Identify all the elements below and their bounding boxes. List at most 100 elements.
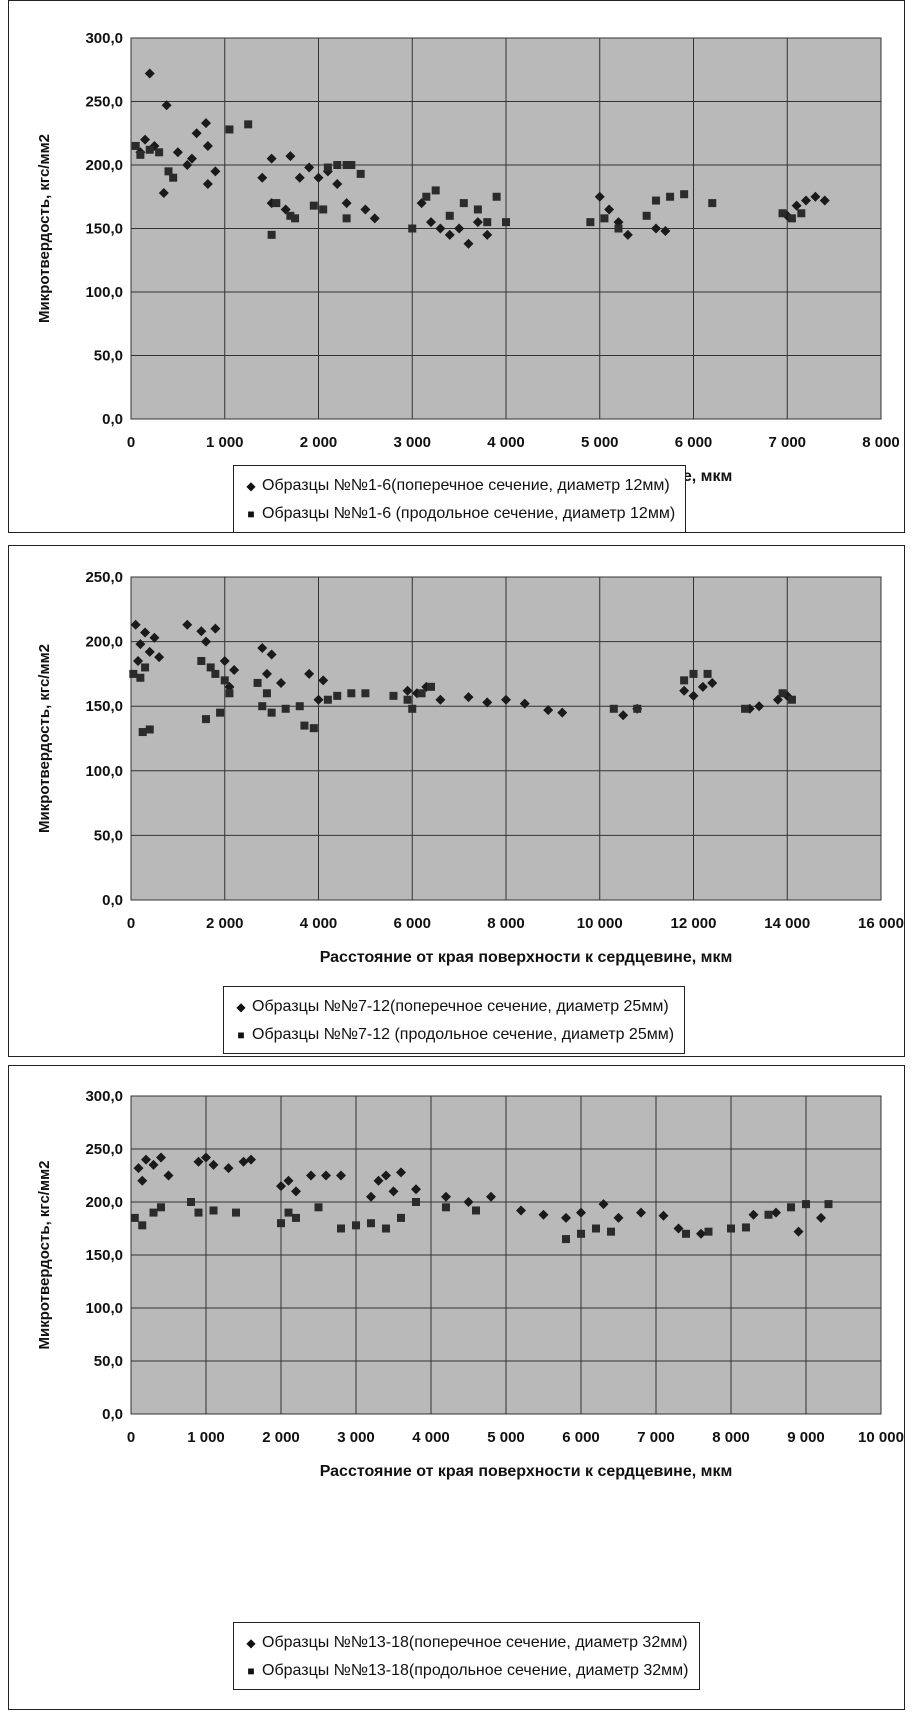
- data-point-diamond: [313, 172, 324, 183]
- data-point-square: [652, 196, 660, 205]
- data-point-square: [442, 1203, 450, 1212]
- data-point-diamond: [696, 1228, 706, 1239]
- data-point-square: [309, 201, 318, 210]
- data-point-diamond: [133, 655, 144, 666]
- data-point-square: [778, 209, 787, 218]
- data-point-square: [202, 715, 210, 724]
- chart-panel-3: 0 1 000 2 000 3 000 4 000 5 000 6 000 7 000 8 00…: [8, 1065, 905, 1710]
- data-point-diamond: [396, 1167, 406, 1178]
- data-point-diamond: [191, 128, 202, 139]
- x-tick-label: 1 000: [187, 1429, 225, 1446]
- data-point-square: [397, 1213, 405, 1222]
- data-point-diamond: [318, 675, 329, 686]
- data-point-diamond: [144, 68, 155, 79]
- data-point-diamond: [426, 217, 436, 228]
- data-point-diamond: [276, 677, 286, 688]
- data-point-diamond: [688, 690, 699, 701]
- data-point-square: [131, 141, 140, 150]
- data-point-square: [295, 702, 304, 711]
- data-point-diamond: [538, 1209, 549, 1220]
- data-point-diamond: [613, 1212, 624, 1223]
- data-point-square: [220, 676, 229, 685]
- data-point-square: [492, 192, 501, 201]
- data-point-square: [169, 173, 178, 182]
- y-tick-label: 0,0: [102, 1406, 123, 1423]
- data-point-diamond: [182, 619, 193, 630]
- chart-3-legend: Образцы №№13-18(поперечное сечение, диам…: [233, 1622, 700, 1690]
- square-marker-icon: [234, 1021, 248, 1049]
- chart-2-legend-entry-1: Образцы №№7-12(поперечное сечение, диаме…: [234, 993, 674, 1021]
- data-point-diamond: [158, 187, 169, 198]
- data-point-diamond: [186, 153, 197, 164]
- data-point-square: [459, 199, 468, 208]
- data-point-diamond: [441, 1191, 451, 1202]
- data-point-square: [412, 1198, 420, 1206]
- data-point-square: [281, 704, 290, 713]
- data-point-diamond: [772, 694, 783, 705]
- data-point-diamond: [210, 623, 221, 634]
- data-point-diamond: [285, 151, 296, 162]
- data-point-square: [309, 724, 318, 733]
- data-point-diamond: [266, 649, 277, 660]
- y-tick-label: 300,0: [85, 30, 123, 47]
- y-tick-label: 50,0: [94, 1353, 123, 1370]
- data-point-diamond: [223, 1163, 234, 1174]
- data-point-square: [680, 190, 689, 199]
- data-point-diamond: [135, 639, 146, 650]
- data-point-square: [209, 1206, 218, 1215]
- y-tick-label: 250,0: [85, 569, 123, 586]
- data-point-diamond: [402, 685, 413, 696]
- data-point-diamond: [321, 1170, 331, 1181]
- data-point-diamond: [486, 1191, 496, 1202]
- data-point-diamond: [679, 685, 690, 696]
- data-point-square: [472, 1206, 480, 1215]
- x-tick-label: 0: [127, 915, 135, 932]
- data-point-square: [764, 1210, 773, 1219]
- data-point-diamond: [501, 694, 511, 705]
- data-point-square: [194, 1208, 203, 1217]
- chart-2-svg: 0 2 000 4 000 6 000 8 000 10 000 12 000 14 000 1…: [36, 569, 904, 966]
- data-point-square: [473, 205, 482, 214]
- data-point-square: [197, 656, 206, 665]
- data-point-diamond: [304, 668, 315, 679]
- data-point-diamond: [598, 1199, 609, 1210]
- chart-1-legend: Образцы №№1-6(поперечное сечение, диамет…: [233, 465, 687, 533]
- data-point-diamond: [313, 694, 324, 705]
- data-point-square: [592, 1224, 600, 1233]
- data-point-diamond: [141, 1154, 151, 1165]
- data-point-diamond: [201, 636, 211, 647]
- data-point-diamond: [463, 1197, 474, 1207]
- data-point-square: [267, 708, 276, 717]
- data-point-diamond: [791, 200, 802, 211]
- data-point-square: [742, 1223, 750, 1232]
- series-2: [131, 120, 806, 239]
- y-tick-label: 150,0: [85, 1247, 123, 1264]
- data-point-diamond: [748, 1209, 759, 1220]
- data-point-square: [680, 676, 689, 685]
- data-point-diamond: [576, 1207, 586, 1218]
- data-point-diamond: [793, 1226, 804, 1237]
- data-point-diamond: [636, 1207, 646, 1218]
- data-point-square: [607, 1227, 615, 1236]
- data-point-diamond: [261, 668, 272, 679]
- data-point-diamond: [182, 160, 193, 170]
- data-point-diamond: [201, 1152, 211, 1163]
- data-point-square: [141, 663, 150, 672]
- data-point-diamond: [238, 1156, 249, 1167]
- data-point-diamond: [801, 195, 811, 206]
- data-point-diamond: [754, 701, 765, 712]
- chart-2-legend-label-2: Образцы №№7-12 (продольное сечение, диам…: [252, 1026, 675, 1043]
- data-point-square: [666, 192, 675, 201]
- x-tick-label: 0: [127, 434, 135, 451]
- data-point-diamond: [336, 1170, 346, 1181]
- y-axis-label: Микротвердость, кгс/мм2: [36, 644, 53, 833]
- series-1: [133, 1152, 826, 1239]
- y-tick-label: 100,0: [85, 1300, 123, 1317]
- x-tick-label: 4 000: [300, 915, 338, 932]
- series-1: [130, 619, 793, 721]
- data-point-diamond: [516, 1205, 526, 1216]
- data-point-square: [483, 218, 492, 227]
- data-point-square: [130, 1213, 139, 1222]
- x-tick-label: 10 000: [577, 915, 623, 932]
- x-tick-label: 8 000: [862, 434, 900, 451]
